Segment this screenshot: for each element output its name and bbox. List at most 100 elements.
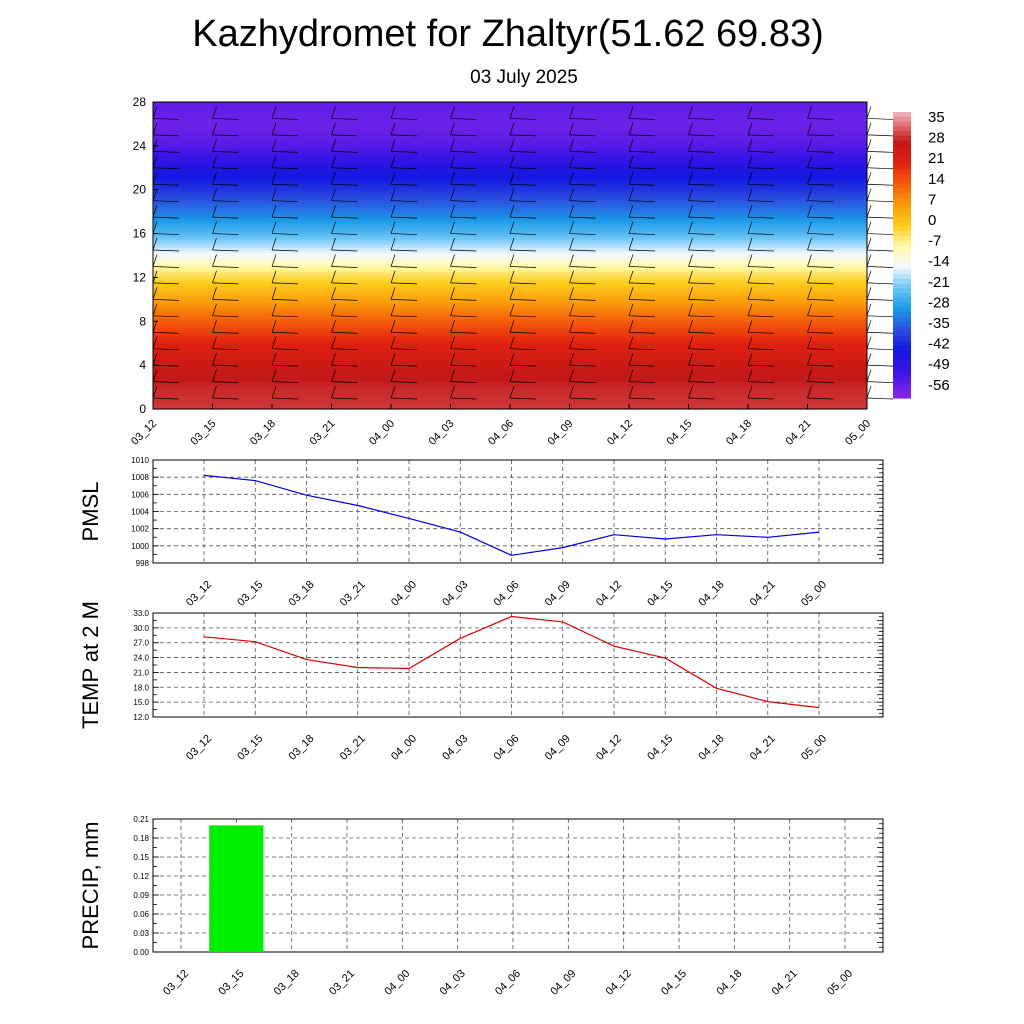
temperature-band bbox=[153, 271, 867, 276]
wind-barb bbox=[331, 134, 358, 137]
temperature-band bbox=[153, 126, 867, 131]
colorbar-segment bbox=[893, 173, 911, 180]
wind-barb-staff bbox=[628, 287, 634, 300]
wind-barb-staff bbox=[331, 172, 336, 185]
wind-barb-staff bbox=[569, 353, 574, 366]
temperature-band bbox=[153, 189, 867, 194]
wind-barb bbox=[390, 282, 418, 285]
wind-barb-staff bbox=[509, 287, 515, 300]
wind-barb bbox=[688, 315, 715, 318]
temperature-band bbox=[153, 381, 867, 385]
wind-barb-staff bbox=[688, 122, 693, 136]
temperature-band bbox=[153, 389, 867, 394]
wind-barb bbox=[450, 282, 477, 285]
temperature-band bbox=[153, 356, 867, 361]
temperature-band bbox=[153, 337, 867, 342]
wind-barb-staff bbox=[628, 237, 634, 251]
wind-barb-staff bbox=[569, 369, 574, 382]
pmsl-x-tick-label: 04_21 bbox=[748, 579, 778, 609]
wind-barb bbox=[271, 364, 299, 367]
wind-barb bbox=[569, 233, 596, 235]
precip-y-axis-label: PRECIP, mm bbox=[78, 822, 103, 950]
wind-barb bbox=[866, 364, 894, 367]
wind-barb-staff bbox=[390, 155, 396, 168]
temperature-band bbox=[153, 321, 867, 325]
wind-barb-staff bbox=[212, 172, 217, 185]
wind-barb-staff bbox=[331, 336, 336, 349]
wind-barb-staff bbox=[628, 353, 634, 366]
wind-barb-staff bbox=[390, 385, 396, 399]
colorbar-segment bbox=[893, 331, 911, 337]
temp2m-frame bbox=[152, 612, 884, 718]
wind-barb-staff bbox=[331, 106, 336, 119]
wind-barb bbox=[331, 200, 358, 203]
pmsl-x-tick-label: 04_18 bbox=[697, 579, 727, 609]
wind-barb bbox=[747, 282, 775, 285]
wind-barb-staff bbox=[390, 287, 396, 300]
wind-barb-staff bbox=[688, 237, 693, 251]
wind-barb bbox=[688, 134, 715, 137]
wind-barb bbox=[271, 118, 299, 120]
colorbar-segment bbox=[893, 250, 911, 256]
colorbar-label: 14 bbox=[928, 171, 945, 188]
wind-barb bbox=[569, 299, 596, 301]
precip-y-tick-label: 0.15 bbox=[133, 853, 149, 862]
wind-barb-staff bbox=[152, 385, 158, 399]
colorbar-segment bbox=[893, 297, 911, 304]
wind-barb bbox=[390, 331, 418, 334]
wind-barb-staff bbox=[807, 320, 812, 333]
colorbar-segment bbox=[893, 355, 911, 361]
wind-barb-staff bbox=[569, 303, 574, 316]
wind-barb bbox=[807, 183, 834, 186]
colorbar-segment bbox=[893, 302, 911, 309]
colorbar-segment bbox=[893, 359, 911, 366]
temp2m-x-tick-label: 03_21 bbox=[338, 733, 368, 763]
wind-barb bbox=[569, 282, 596, 285]
wind-barb-staff bbox=[807, 205, 812, 218]
chart-title: Kazhydromet for Zhaltyr(51.62 69.83) bbox=[192, 13, 824, 55]
wind-barb bbox=[212, 282, 239, 285]
wind-barb-staff bbox=[152, 336, 158, 349]
wind-barb bbox=[152, 118, 180, 120]
temp2m-y-tick-label: 30.0 bbox=[133, 624, 149, 633]
wind-barb-staff bbox=[807, 122, 812, 136]
cross-section-x-tick-label: 04_18 bbox=[724, 418, 754, 448]
wind-barb-staff bbox=[271, 254, 277, 267]
temperature-band bbox=[153, 392, 867, 396]
wind-barb-staff bbox=[807, 270, 812, 284]
wind-barb-staff bbox=[152, 188, 158, 201]
wind-barb-staff bbox=[688, 320, 693, 333]
temp2m-x-tick-label: 04_18 bbox=[697, 733, 727, 763]
wind-barb bbox=[628, 167, 656, 170]
wind-barb bbox=[688, 282, 715, 285]
wind-barb bbox=[807, 216, 834, 219]
temperature-band bbox=[153, 137, 867, 141]
wind-barb-staff bbox=[747, 270, 753, 284]
wind-barb bbox=[152, 397, 180, 400]
wind-barb bbox=[509, 150, 537, 153]
cross-section-x-tick-label: 03_18 bbox=[248, 418, 278, 448]
wind-barb-staff bbox=[866, 205, 872, 218]
wind-barb bbox=[569, 348, 596, 351]
cross-section-x-tick-label: 05_00 bbox=[843, 418, 873, 448]
wind-barb-staff bbox=[331, 270, 336, 284]
wind-barb-staff bbox=[331, 287, 336, 300]
wind-barb bbox=[450, 183, 477, 186]
wind-barb-staff bbox=[331, 139, 336, 152]
wind-barb-staff bbox=[212, 369, 217, 382]
temperature-band bbox=[153, 376, 867, 380]
wind-barb-staff bbox=[747, 287, 753, 300]
colorbar-segment bbox=[893, 116, 911, 123]
colorbar-segment bbox=[893, 193, 911, 199]
wind-barb-staff bbox=[271, 385, 277, 399]
temperature-band bbox=[153, 326, 867, 331]
wind-barb-staff bbox=[569, 221, 574, 234]
colorbar-segment bbox=[893, 283, 911, 289]
temperature-band bbox=[153, 373, 867, 377]
colorbar-segment bbox=[893, 183, 911, 189]
wind-barb-staff bbox=[807, 172, 812, 185]
wind-barb bbox=[628, 331, 656, 334]
pmsl-panel: 998 1000 1002 1004 1006 1008 1010 03_12 03_15 03_… bbox=[78, 456, 884, 609]
wind-barb-staff bbox=[450, 369, 455, 382]
colorbar-segment bbox=[893, 126, 911, 132]
